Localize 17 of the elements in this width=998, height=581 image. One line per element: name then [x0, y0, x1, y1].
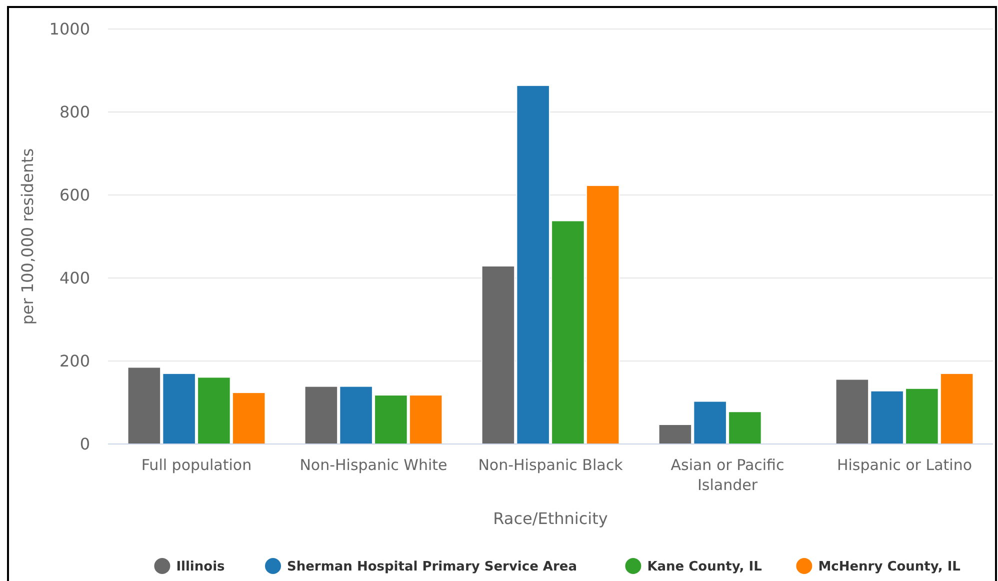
y-tick-label: 200 — [59, 352, 90, 371]
legend-label: McHenry County, IL — [818, 560, 960, 575]
x-axis-title: Race/Ethnicity — [493, 509, 608, 528]
y-axis-title: per 100,000 residents — [18, 148, 37, 325]
x-tick-label: Hispanic or Latino — [836, 456, 972, 474]
x-tick-label: Non-Hispanic Black — [478, 456, 624, 474]
x-tick-label: Full population — [141, 456, 252, 474]
y-tick-label: 1000 — [49, 20, 90, 39]
legend-label: Sherman Hospital Primary Service Area — [287, 560, 577, 575]
y-tick-label: 0 — [80, 434, 90, 454]
x-tick-label: Non-Hispanic White — [300, 456, 448, 474]
y-tick-label: 600 — [59, 186, 90, 205]
legend-label: Kane County, IL — [647, 560, 762, 575]
y-tick-label: 800 — [59, 102, 90, 122]
legend-label: Illinois — [176, 560, 226, 575]
y-tick-label: 400 — [59, 268, 90, 288]
x-tick-label: Asian or Pacific Islander — [670, 456, 784, 494]
